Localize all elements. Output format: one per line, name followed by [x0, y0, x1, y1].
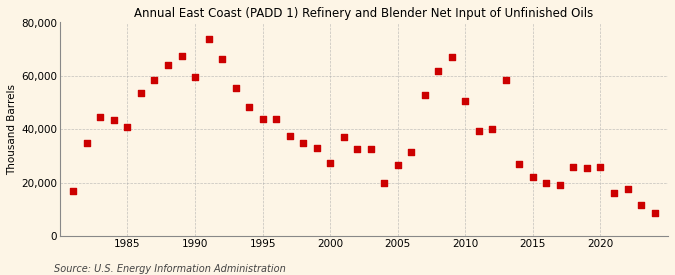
Point [460, 99, 470, 103]
Point [555, 183, 566, 188]
Point [311, 146, 322, 150]
Point [433, 68, 443, 73]
Point [325, 160, 335, 165]
Point [230, 86, 241, 90]
Point [298, 141, 308, 145]
Point [527, 175, 538, 180]
Title: Annual East Coast (PADD 1) Refinery and Blender Net Input of Unfinished Oils: Annual East Coast (PADD 1) Refinery and … [134, 7, 593, 20]
Point [244, 104, 254, 109]
Point [122, 124, 133, 129]
Point [392, 163, 403, 167]
Point [338, 135, 349, 139]
Point [379, 180, 389, 185]
Point [487, 127, 497, 131]
Point [352, 147, 362, 152]
Point [257, 116, 268, 121]
Text: Source: U.S. Energy Information Administration: Source: U.S. Energy Information Administ… [54, 264, 286, 274]
Point [190, 75, 200, 79]
Point [149, 78, 160, 82]
Point [176, 54, 187, 58]
Point [500, 78, 511, 82]
Point [568, 164, 579, 169]
Point [406, 150, 416, 154]
Point [365, 147, 376, 152]
Point [419, 92, 430, 97]
Point [136, 91, 146, 95]
Point [514, 162, 524, 166]
Point [68, 188, 79, 193]
Point [109, 118, 119, 122]
Point [636, 203, 647, 208]
Point [582, 166, 593, 170]
Point [271, 116, 281, 121]
Point [217, 56, 227, 61]
Point [95, 115, 106, 119]
Point [649, 211, 660, 216]
Y-axis label: Thousand Barrels: Thousand Barrels [7, 84, 17, 175]
Point [595, 164, 606, 169]
Point [82, 141, 92, 145]
Point [203, 36, 214, 41]
Point [446, 55, 457, 59]
Point [163, 63, 173, 67]
Point [284, 134, 295, 138]
Point [622, 187, 633, 191]
Point [541, 180, 552, 185]
Point [609, 191, 620, 196]
Point [473, 128, 484, 133]
